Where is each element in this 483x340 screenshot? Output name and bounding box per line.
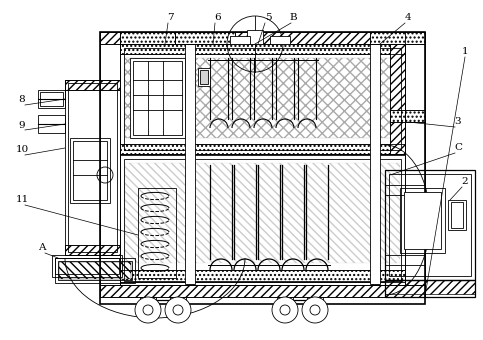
Bar	[385, 280, 475, 297]
Text: C: C	[454, 143, 462, 153]
Bar	[65, 80, 120, 255]
Bar	[186, 44, 194, 284]
Bar	[390, 110, 425, 122]
Bar	[175, 32, 235, 44]
Bar	[120, 44, 405, 54]
Bar	[230, 36, 250, 44]
Bar	[404, 192, 441, 249]
Bar	[390, 110, 425, 122]
Bar	[68, 83, 117, 252]
Bar	[385, 280, 475, 294]
Text: 8: 8	[19, 96, 25, 104]
Bar	[448, 200, 466, 230]
Bar	[125, 163, 400, 263]
Bar	[100, 32, 425, 44]
Bar	[55, 258, 119, 274]
Bar	[124, 48, 401, 150]
Circle shape	[272, 297, 298, 323]
Bar	[370, 32, 425, 44]
Bar	[389, 174, 471, 276]
Bar	[370, 44, 380, 284]
Text: B: B	[289, 14, 297, 22]
Bar	[65, 245, 120, 255]
Bar	[38, 90, 65, 108]
Bar	[451, 202, 463, 228]
Bar	[52, 255, 122, 277]
Text: 4: 4	[405, 14, 412, 22]
Text: 6: 6	[214, 14, 221, 22]
Circle shape	[310, 305, 320, 315]
Bar	[58, 261, 132, 280]
Text: 7: 7	[167, 14, 173, 22]
Bar	[120, 32, 175, 44]
Circle shape	[135, 297, 161, 323]
Circle shape	[165, 297, 191, 323]
Bar	[125, 58, 400, 138]
Bar	[124, 159, 401, 281]
Bar	[405, 32, 425, 285]
Bar	[70, 138, 110, 203]
Text: 1: 1	[462, 48, 469, 56]
Bar	[100, 285, 425, 297]
Bar	[120, 44, 405, 54]
Bar	[59, 262, 131, 279]
Bar	[247, 30, 263, 44]
Circle shape	[173, 305, 183, 315]
Bar	[185, 44, 195, 284]
Bar	[65, 80, 120, 90]
Bar	[120, 155, 405, 285]
Bar	[55, 258, 135, 283]
Bar	[133, 61, 182, 135]
Bar	[100, 32, 120, 285]
Bar	[120, 44, 405, 154]
Bar	[390, 44, 405, 154]
Text: 5: 5	[265, 14, 271, 22]
Bar	[100, 32, 425, 44]
Bar	[120, 32, 175, 44]
Bar	[65, 245, 120, 255]
Bar	[138, 188, 176, 278]
Text: 10: 10	[15, 146, 28, 154]
Bar	[120, 144, 405, 154]
Bar	[385, 170, 475, 280]
Bar	[73, 141, 107, 200]
Bar	[200, 70, 208, 84]
Bar	[120, 270, 405, 282]
Bar	[371, 44, 379, 284]
Bar	[120, 144, 405, 154]
Circle shape	[302, 297, 328, 323]
Circle shape	[143, 305, 153, 315]
Bar	[100, 285, 425, 297]
Bar	[38, 115, 65, 133]
Bar	[130, 58, 185, 138]
Text: 2: 2	[462, 177, 469, 187]
Bar	[370, 32, 425, 44]
Circle shape	[280, 305, 290, 315]
Text: A: A	[38, 243, 46, 253]
Bar	[270, 36, 290, 44]
Bar	[390, 44, 405, 154]
Bar	[40, 92, 63, 106]
Bar	[405, 193, 440, 248]
Bar	[175, 32, 235, 44]
Text: 11: 11	[15, 195, 28, 204]
Bar	[400, 188, 445, 253]
Bar	[120, 270, 405, 282]
Bar	[100, 32, 425, 304]
Bar	[198, 68, 210, 86]
Text: 3: 3	[455, 118, 461, 126]
Bar	[65, 80, 120, 90]
Text: 9: 9	[19, 120, 25, 130]
